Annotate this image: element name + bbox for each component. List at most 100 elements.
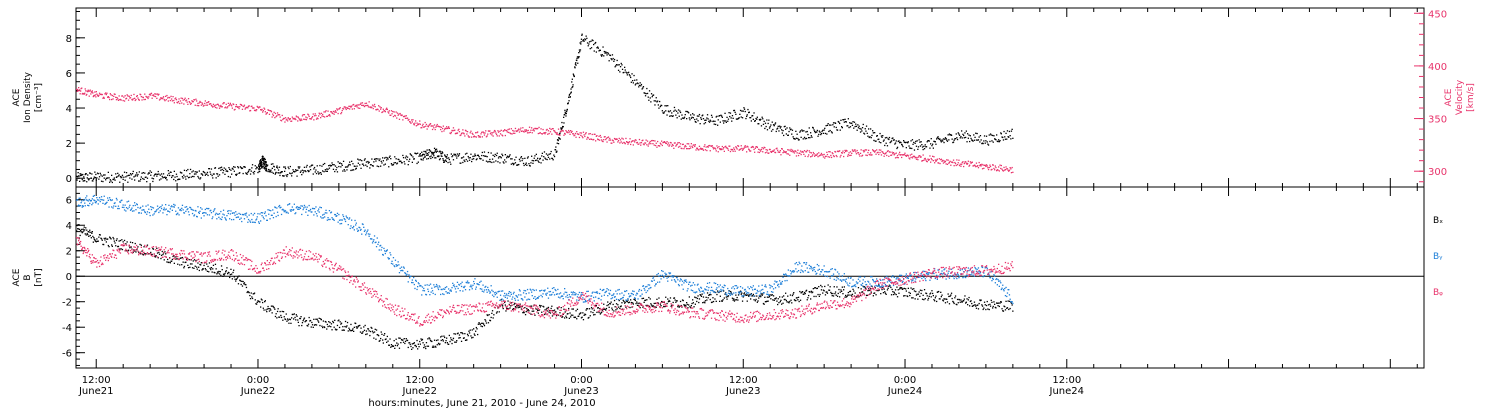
top-series-0-point: [681, 114, 682, 115]
bottom-series-0-point: [368, 328, 369, 329]
top-series-0-point: [948, 139, 949, 140]
top-series-1-point: [156, 98, 157, 99]
top-series-0-point: [764, 128, 765, 129]
top-series-0-point: [646, 88, 647, 89]
bottom-series-0-point: [449, 341, 450, 342]
bottom-series-0-point: [189, 259, 190, 260]
top-series-1-point: [675, 142, 676, 143]
top-series-0-point: [284, 175, 285, 176]
bottom-series-1-point: [205, 209, 206, 210]
top-series-0-point: [93, 178, 94, 179]
top-series-1-point: [433, 125, 434, 126]
top-series-0-point: [834, 126, 835, 127]
bottom-series-0-point: [286, 321, 287, 322]
bottom-series-0-point: [784, 299, 785, 300]
bottom-series-1-point: [178, 207, 179, 208]
bottom-series-0-point: [297, 319, 298, 320]
top-series-0-point: [317, 171, 318, 172]
top-series-0-point: [334, 164, 335, 165]
bottom-series-1-point: [295, 212, 296, 213]
top-series-0-point: [224, 174, 225, 175]
top-series-0-point: [566, 113, 567, 114]
bottom-series-1-point: [264, 213, 265, 214]
bottom-series-0-point: [416, 340, 417, 341]
top-series-0-point: [252, 164, 253, 165]
top-series-0-point: [799, 139, 800, 140]
bottom-series-0-point: [487, 315, 488, 316]
top-series-0-point: [959, 135, 960, 136]
top-series-1-point: [695, 144, 696, 145]
bottom-series-0-point: [362, 332, 363, 333]
top-series-1-point: [898, 157, 899, 158]
top-series-1-point: [191, 103, 192, 104]
top-series-1-point: [880, 150, 881, 151]
bottom-series-0-point: [569, 312, 570, 313]
top-series-1-point: [683, 144, 684, 145]
top-series-1-point: [309, 116, 310, 117]
top-series-1-point: [824, 157, 825, 158]
top-series-1-point: [586, 132, 587, 133]
bottom-series-0-point: [910, 287, 911, 288]
top-series-0-point: [458, 155, 459, 156]
top-series-0-point: [515, 157, 516, 158]
top-series-1-point: [788, 153, 789, 154]
bottom-series-0-point: [593, 314, 594, 315]
top-series-0-point: [125, 176, 126, 177]
top-series-0-point: [212, 177, 213, 178]
top-series-0-point: [916, 146, 917, 147]
bottom-series-1-point: [137, 204, 138, 205]
top-series-1-point: [622, 143, 623, 144]
top-series-0-point: [635, 83, 636, 84]
top-series-0-point: [417, 153, 418, 154]
top-series-1-point: [89, 96, 90, 97]
top-series-1-point: [443, 126, 444, 127]
bottom-series-1-point: [262, 212, 263, 213]
top-series-0-point: [638, 86, 639, 87]
bottom-series-0-point: [982, 306, 983, 307]
top-series-1-point: [798, 155, 799, 156]
top-series-1-point: [964, 163, 965, 164]
top-series-1-point: [220, 105, 221, 106]
top-series-1-point: [203, 105, 204, 106]
bottom-series-1-point: [113, 205, 114, 206]
bottom-series-0-point: [591, 307, 592, 308]
bottom-series-0-point: [767, 297, 768, 298]
top-series-1-point: [525, 131, 526, 132]
top-series-1-point: [857, 150, 858, 151]
bottom-series-0-point: [884, 291, 885, 292]
top-series-1-point: [563, 130, 564, 131]
bottom-series-0-point: [897, 296, 898, 297]
top-series-0-point: [1001, 133, 1002, 134]
top-series-0-point: [970, 138, 971, 139]
top-series-0-point: [782, 132, 783, 133]
top-series-0-point: [830, 130, 831, 131]
top-series-0-point: [451, 153, 452, 154]
bottom-series-0-point: [656, 307, 657, 308]
top-series-1-point: [77, 89, 78, 90]
top-series-1-point: [425, 122, 426, 123]
top-series-1-point: [791, 151, 792, 152]
bottom-series-0-point: [788, 302, 789, 303]
bottom-series-0-point: [749, 294, 750, 295]
bottom-series-0-point: [222, 276, 223, 277]
bottom-series-0-point: [1012, 311, 1013, 312]
bottom-series-1-point: [168, 205, 169, 206]
top-series-0-point: [613, 58, 614, 59]
top-series-0-point: [322, 170, 323, 171]
top-series-0-point: [944, 139, 945, 140]
bottom-series-0-point: [637, 305, 638, 306]
top-series-1-point: [348, 106, 349, 107]
top-series-1-point: [227, 106, 228, 107]
bottom-series-0-point: [904, 288, 905, 289]
top-series-1-point: [851, 153, 852, 154]
bottom-series-0-point: [976, 308, 977, 309]
top-series-1-point: [779, 152, 780, 153]
bottom-series-0-point: [589, 308, 590, 309]
bottom-series-0-point: [625, 302, 626, 303]
bottom-series-1-point: [226, 219, 227, 220]
bottom-series-1-point: [92, 203, 93, 204]
top-series-1-point: [106, 93, 107, 94]
bottom-series-0-point: [726, 296, 727, 297]
bottom-series-0-point: [855, 292, 856, 293]
